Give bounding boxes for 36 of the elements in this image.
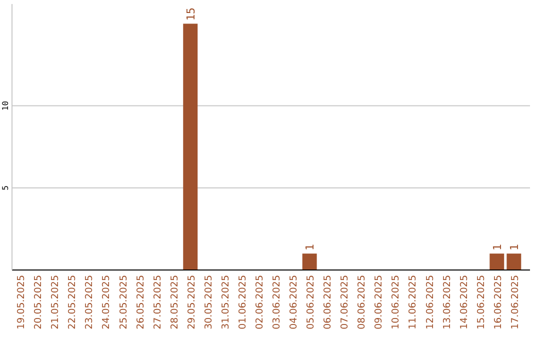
x-tick-label: 10.06.2025 bbox=[390, 275, 402, 330]
x-tick-label: 23.05.2025 bbox=[84, 275, 96, 330]
x-tick-label: 09.06.2025 bbox=[374, 275, 385, 330]
x-tick-label: 30.05.2025 bbox=[203, 275, 214, 330]
x-tick-label: 12.06.2025 bbox=[424, 275, 436, 330]
x-tick-label: 01.06.2025 bbox=[237, 275, 248, 330]
x-tick-label: 07.06.2025 bbox=[340, 275, 351, 330]
x-tick-label: 06.06.2025 bbox=[322, 275, 334, 330]
x-tick-label: 31.05.2025 bbox=[220, 275, 232, 330]
x-tick-label: 13.06.2025 bbox=[442, 275, 453, 330]
data-label: 1 bbox=[508, 244, 521, 251]
x-tick-label: 25.05.2025 bbox=[118, 275, 130, 330]
x-tick-label: 04.06.2025 bbox=[288, 275, 300, 330]
x-tick-label: 14.06.2025 bbox=[458, 275, 470, 330]
y-tick-label: 5 bbox=[1, 185, 10, 190]
x-tick-label: 16.06.2025 bbox=[492, 275, 504, 330]
x-tick-label: 27.05.2025 bbox=[152, 275, 164, 330]
x-tick-label: 26.05.2025 bbox=[135, 275, 146, 330]
x-tick-label: 15.06.2025 bbox=[476, 275, 487, 330]
x-tick-label: 22.05.2025 bbox=[67, 275, 78, 330]
data-label: 1 bbox=[304, 244, 317, 251]
x-tick-label: 20.05.2025 bbox=[33, 275, 44, 330]
x-tick-label: 29.05.2025 bbox=[186, 275, 198, 330]
x-tick-label: 02.06.2025 bbox=[254, 275, 266, 330]
x-tick-label: 11.06.2025 bbox=[408, 275, 419, 330]
x-tick-label: 28.05.2025 bbox=[169, 275, 180, 330]
data-label: 15 bbox=[184, 7, 198, 21]
x-tick-label: 03.06.2025 bbox=[272, 275, 283, 330]
y-tick-label: 10 bbox=[1, 100, 10, 111]
x-tick-label: 05.06.2025 bbox=[306, 275, 317, 330]
x-tick-label: 08.06.2025 bbox=[356, 275, 368, 330]
x-tick-label: 24.05.2025 bbox=[101, 275, 112, 330]
data-label: 1 bbox=[490, 244, 504, 251]
x-tick-label: 17.06.2025 bbox=[510, 275, 521, 330]
x-tick-label: 19.05.2025 bbox=[16, 275, 28, 330]
x-tick-label: 21.05.2025 bbox=[50, 275, 62, 330]
